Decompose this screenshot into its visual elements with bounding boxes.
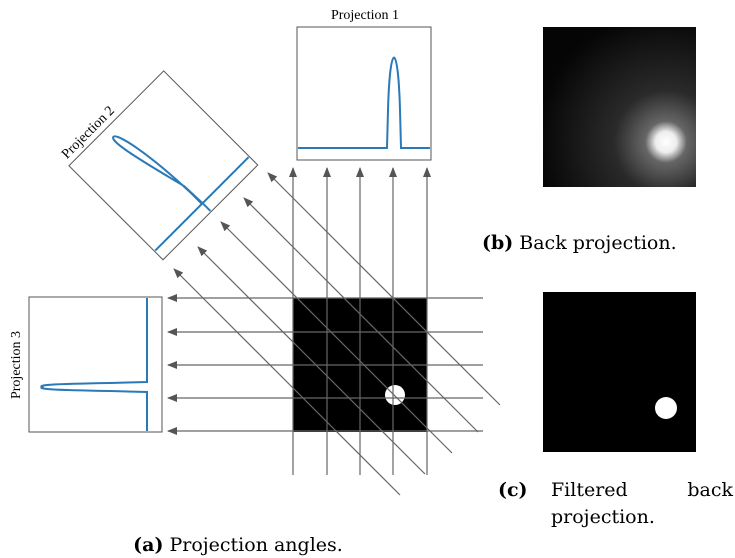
figure: Projection 1 Projection 2 Projection 3 [0, 0, 735, 558]
projection-title: Projection 3 [9, 331, 24, 399]
back-projection-image [543, 27, 696, 187]
caption-text: Filtered [551, 479, 628, 501]
caption-text: Back projection. [519, 232, 676, 254]
projection-title: Projection 1 [331, 8, 399, 23]
rotated-plot: Projection 2 [57, 59, 258, 260]
caption-text: back [687, 479, 733, 501]
plot-frame [29, 297, 162, 432]
caption-text: projection. [551, 506, 655, 528]
panel-label: (a) [133, 534, 163, 556]
panel-label: (c) [498, 479, 528, 501]
panel-label: (b) [482, 232, 513, 254]
filtered-image [543, 292, 696, 452]
plot-frame [297, 27, 431, 160]
plot-frame [69, 71, 258, 260]
caption-text: Projection angles. [169, 534, 342, 556]
caption: (a) Projection angles. [133, 534, 343, 556]
caption: (b) Back projection. [482, 232, 677, 254]
filtered-disk [655, 397, 677, 419]
object-disk [385, 385, 405, 405]
